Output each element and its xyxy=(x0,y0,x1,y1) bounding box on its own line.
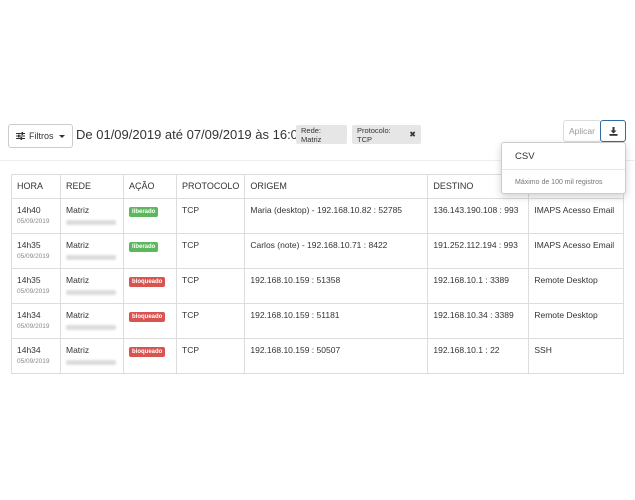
cell-protocolo: TCP xyxy=(175,268,246,304)
cell-servico: SSH xyxy=(528,338,625,374)
events-table: HORA REDE AÇÃO PROTOCOLO ORIGEM DESTINO … xyxy=(11,174,625,374)
export-dropdown-menu: CSV Máximo de 100 mil registros xyxy=(501,142,626,194)
data: 05/09/2019 xyxy=(17,358,50,365)
cell-rede: Matriz xyxy=(60,338,124,374)
status-badge: liberado xyxy=(129,207,159,217)
cell-destino: 192.168.10.34 : 3389 xyxy=(427,303,530,339)
table-row[interactable]: 14h34 05/09/2019 Matriz bloqueado TCP 192… xyxy=(11,338,625,374)
cell-rede: Matriz xyxy=(60,268,124,304)
status-badge: liberado xyxy=(129,242,159,252)
redacted-id xyxy=(66,255,116,260)
export-limit-note: Máximo de 100 mil registros xyxy=(515,179,603,186)
redacted-id xyxy=(66,220,116,225)
aplicar-button[interactable]: Aplicar xyxy=(563,120,601,142)
close-icon[interactable]: ✖ xyxy=(409,130,416,139)
redacted-id xyxy=(66,290,116,295)
cell-origem: 192.168.10.159 : 51358 xyxy=(244,268,429,304)
cell-servico: IMAPS Acesso Email xyxy=(528,198,625,234)
status-badge: bloqueado xyxy=(129,347,166,357)
cell-protocolo: TCP xyxy=(175,233,246,269)
chip-protocolo-label: Protocolo: TCP xyxy=(357,125,391,144)
rede: Matriz xyxy=(66,345,90,355)
data: 05/09/2019 xyxy=(17,253,50,260)
header-origem[interactable]: ORIGEM xyxy=(244,174,429,199)
redacted-id xyxy=(66,325,116,330)
cell-servico: Remote Desktop xyxy=(528,303,625,339)
table-row[interactable]: 14h40 05/09/2019 Matriz liberado TCP Mari… xyxy=(11,198,625,234)
hora: 14h34 xyxy=(17,345,41,355)
cell-hora: 14h34 05/09/2019 xyxy=(11,303,61,339)
header-protocolo[interactable]: PROTOCOLO xyxy=(175,174,246,199)
header-hora[interactable]: HORA xyxy=(11,174,61,199)
cell-origem: Maria (desktop) - 192.168.10.82 : 52785 xyxy=(244,198,429,234)
cell-origem: Carlos (note) - 192.168.10.71 : 8422 xyxy=(244,233,429,269)
toolbar: Filtros De 01/09/2019 até 07/09/2019 às … xyxy=(0,120,635,160)
hora: 14h40 xyxy=(17,205,41,215)
rede: Matriz xyxy=(66,275,90,285)
cell-rede: Matriz xyxy=(60,233,124,269)
status-badge: bloqueado xyxy=(129,312,166,322)
cell-acao: liberado xyxy=(123,233,177,269)
cell-destino: 191.252.112.194 : 993 xyxy=(427,233,530,269)
redacted-id xyxy=(66,360,116,365)
cell-hora: 14h35 05/09/2019 xyxy=(11,268,61,304)
data: 05/09/2019 xyxy=(17,288,50,295)
cell-protocolo: TCP xyxy=(175,303,246,339)
hora: 14h35 xyxy=(17,240,41,250)
header-rede[interactable]: REDE xyxy=(60,174,124,199)
table-row[interactable]: 14h34 05/09/2019 Matriz bloqueado TCP 192… xyxy=(11,303,625,339)
cell-acao: bloqueado xyxy=(123,338,177,374)
cell-servico: IMAPS Acesso Email xyxy=(528,233,625,269)
cell-destino: 192.168.10.1 : 3389 xyxy=(427,268,530,304)
chevron-down-icon xyxy=(58,134,65,138)
filtros-button[interactable]: Filtros xyxy=(8,124,73,148)
status-badge: bloqueado xyxy=(129,277,166,287)
date-range-title: De 01/09/2019 até 07/09/2019 às 16:00 xyxy=(76,127,306,142)
table-row[interactable]: 14h35 05/09/2019 Matriz bloqueado TCP 192… xyxy=(11,268,625,304)
download-button[interactable] xyxy=(600,120,626,142)
filter-chip-protocolo[interactable]: Protocolo: TCP ✖ xyxy=(352,125,421,144)
rede: Matriz xyxy=(66,310,90,320)
cell-destino: 192.168.10.1 : 22 xyxy=(427,338,530,374)
cell-rede: Matriz xyxy=(60,198,124,234)
sliders-icon xyxy=(16,132,25,140)
header-acao[interactable]: AÇÃO xyxy=(123,174,177,199)
cell-protocolo: TCP xyxy=(175,198,246,234)
cell-origem: 192.168.10.159 : 50507 xyxy=(244,338,429,374)
filtros-label: Filtros xyxy=(29,131,54,141)
toolbar-divider xyxy=(0,160,635,161)
data: 05/09/2019 xyxy=(17,218,50,225)
cell-hora: 14h40 05/09/2019 xyxy=(11,198,61,234)
cell-rede: Matriz xyxy=(60,303,124,339)
dropdown-divider xyxy=(502,169,625,170)
cell-servico: Remote Desktop xyxy=(528,268,625,304)
table-row[interactable]: 14h35 05/09/2019 Matriz liberado TCP Carl… xyxy=(11,233,625,269)
cell-acao: bloqueado xyxy=(123,303,177,339)
download-icon xyxy=(609,126,617,136)
cell-origem: 192.168.10.159 : 51181 xyxy=(244,303,429,339)
cell-hora: 14h35 05/09/2019 xyxy=(11,233,61,269)
hora: 14h34 xyxy=(17,310,41,320)
cell-destino: 136.143.190.108 : 993 xyxy=(427,198,530,234)
cell-hora: 14h34 05/09/2019 xyxy=(11,338,61,374)
rede: Matriz xyxy=(66,240,90,250)
cell-acao: bloqueado xyxy=(123,268,177,304)
data: 05/09/2019 xyxy=(17,323,50,330)
cell-acao: liberado xyxy=(123,198,177,234)
hora: 14h35 xyxy=(17,275,41,285)
cell-protocolo: TCP xyxy=(175,338,246,374)
export-csv-option[interactable]: CSV xyxy=(515,151,535,162)
filter-chip-rede[interactable]: Rede: Matriz xyxy=(296,125,347,144)
rede: Matriz xyxy=(66,205,90,215)
chip-rede-label: Rede: Matriz xyxy=(301,125,322,144)
